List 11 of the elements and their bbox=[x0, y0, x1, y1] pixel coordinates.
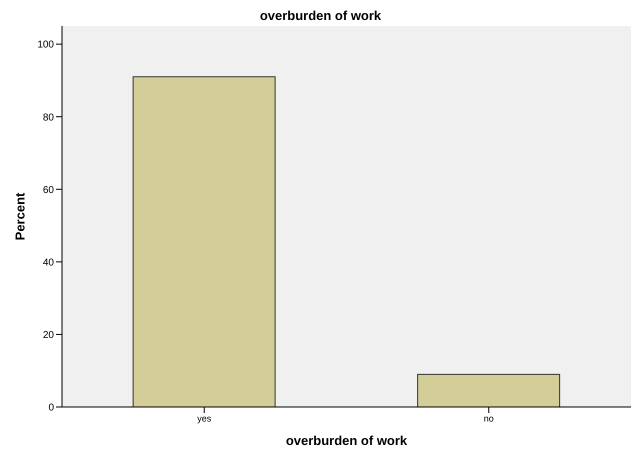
y-tick-label: 0 bbox=[48, 402, 54, 414]
x-axis-title: overburden of work bbox=[286, 433, 408, 448]
y-tick-label: 20 bbox=[42, 330, 54, 341]
x-tick-label: no bbox=[484, 413, 494, 424]
y-axis-title: Percent bbox=[12, 192, 28, 240]
y-tick-label: 60 bbox=[42, 184, 54, 196]
x-tick-label: yes bbox=[197, 413, 212, 424]
y-tick-label: 80 bbox=[42, 112, 54, 124]
y-tick-label: 40 bbox=[42, 257, 54, 268]
y-tick-label: 100 bbox=[37, 40, 54, 51]
chart-title: overburden of work bbox=[258, 8, 382, 23]
